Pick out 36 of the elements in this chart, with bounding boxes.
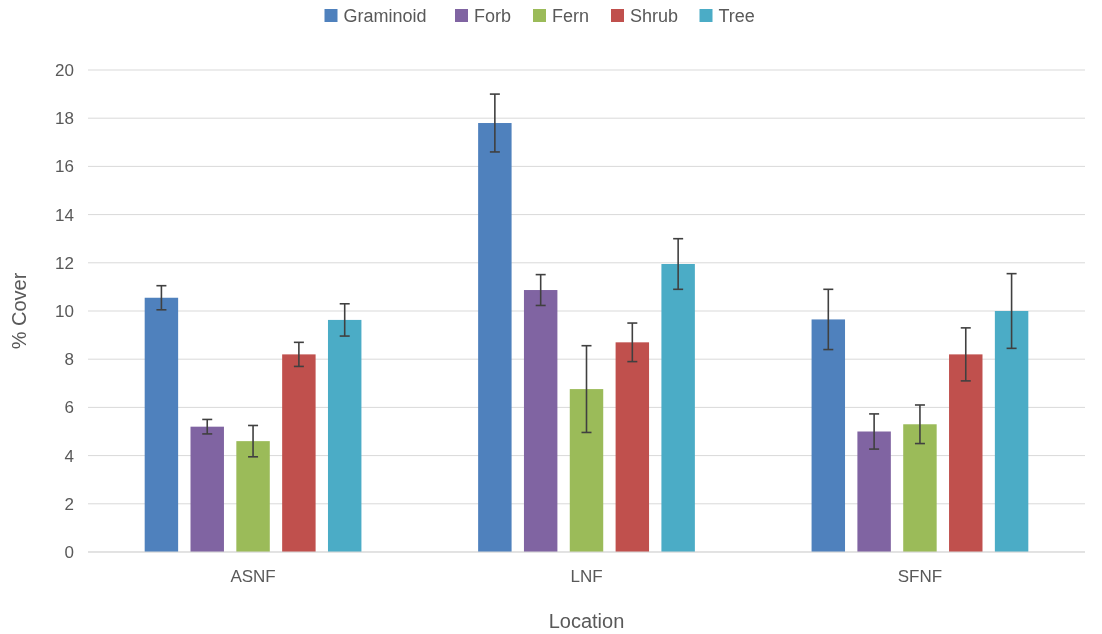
legend-label: Fern [552, 6, 590, 27]
bar [811, 319, 846, 552]
legend-label: Tree [718, 6, 755, 27]
bar [144, 297, 179, 552]
x-axis-title: Location [548, 610, 625, 632]
y-tick-label: 8 [64, 350, 74, 370]
x-tick-label: LNF [570, 567, 603, 586]
y-tick-label: 6 [64, 398, 74, 418]
y-tick-label: 10 [55, 301, 74, 321]
bar [615, 342, 650, 552]
bar [857, 431, 891, 552]
y-tick-label: 14 [55, 205, 74, 225]
y-axis-title: % Cover [8, 272, 30, 350]
legend-label: Graminoid [343, 6, 427, 27]
bar [478, 123, 512, 552]
bar [236, 441, 270, 552]
bar [327, 319, 362, 552]
bar [190, 426, 224, 552]
x-tick-label: ASNF [230, 567, 276, 586]
y-tick-label: 12 [55, 253, 74, 273]
bar [523, 290, 558, 552]
y-tick-label: 20 [55, 60, 74, 80]
legend-label: Shrub [630, 6, 679, 27]
bar [569, 389, 604, 552]
y-tick-label: 2 [64, 494, 74, 514]
x-tick-label: SFNF [897, 567, 943, 586]
bar [282, 354, 316, 552]
y-tick-label: 4 [64, 446, 74, 466]
y-tick-label: 18 [55, 109, 74, 129]
bar [903, 424, 937, 552]
bar [949, 354, 983, 552]
y-tick-label: 16 [55, 157, 74, 177]
bar [661, 264, 695, 552]
bar [994, 311, 1029, 552]
legend-label: Forb [474, 6, 512, 27]
y-tick-label: 0 [64, 542, 74, 562]
